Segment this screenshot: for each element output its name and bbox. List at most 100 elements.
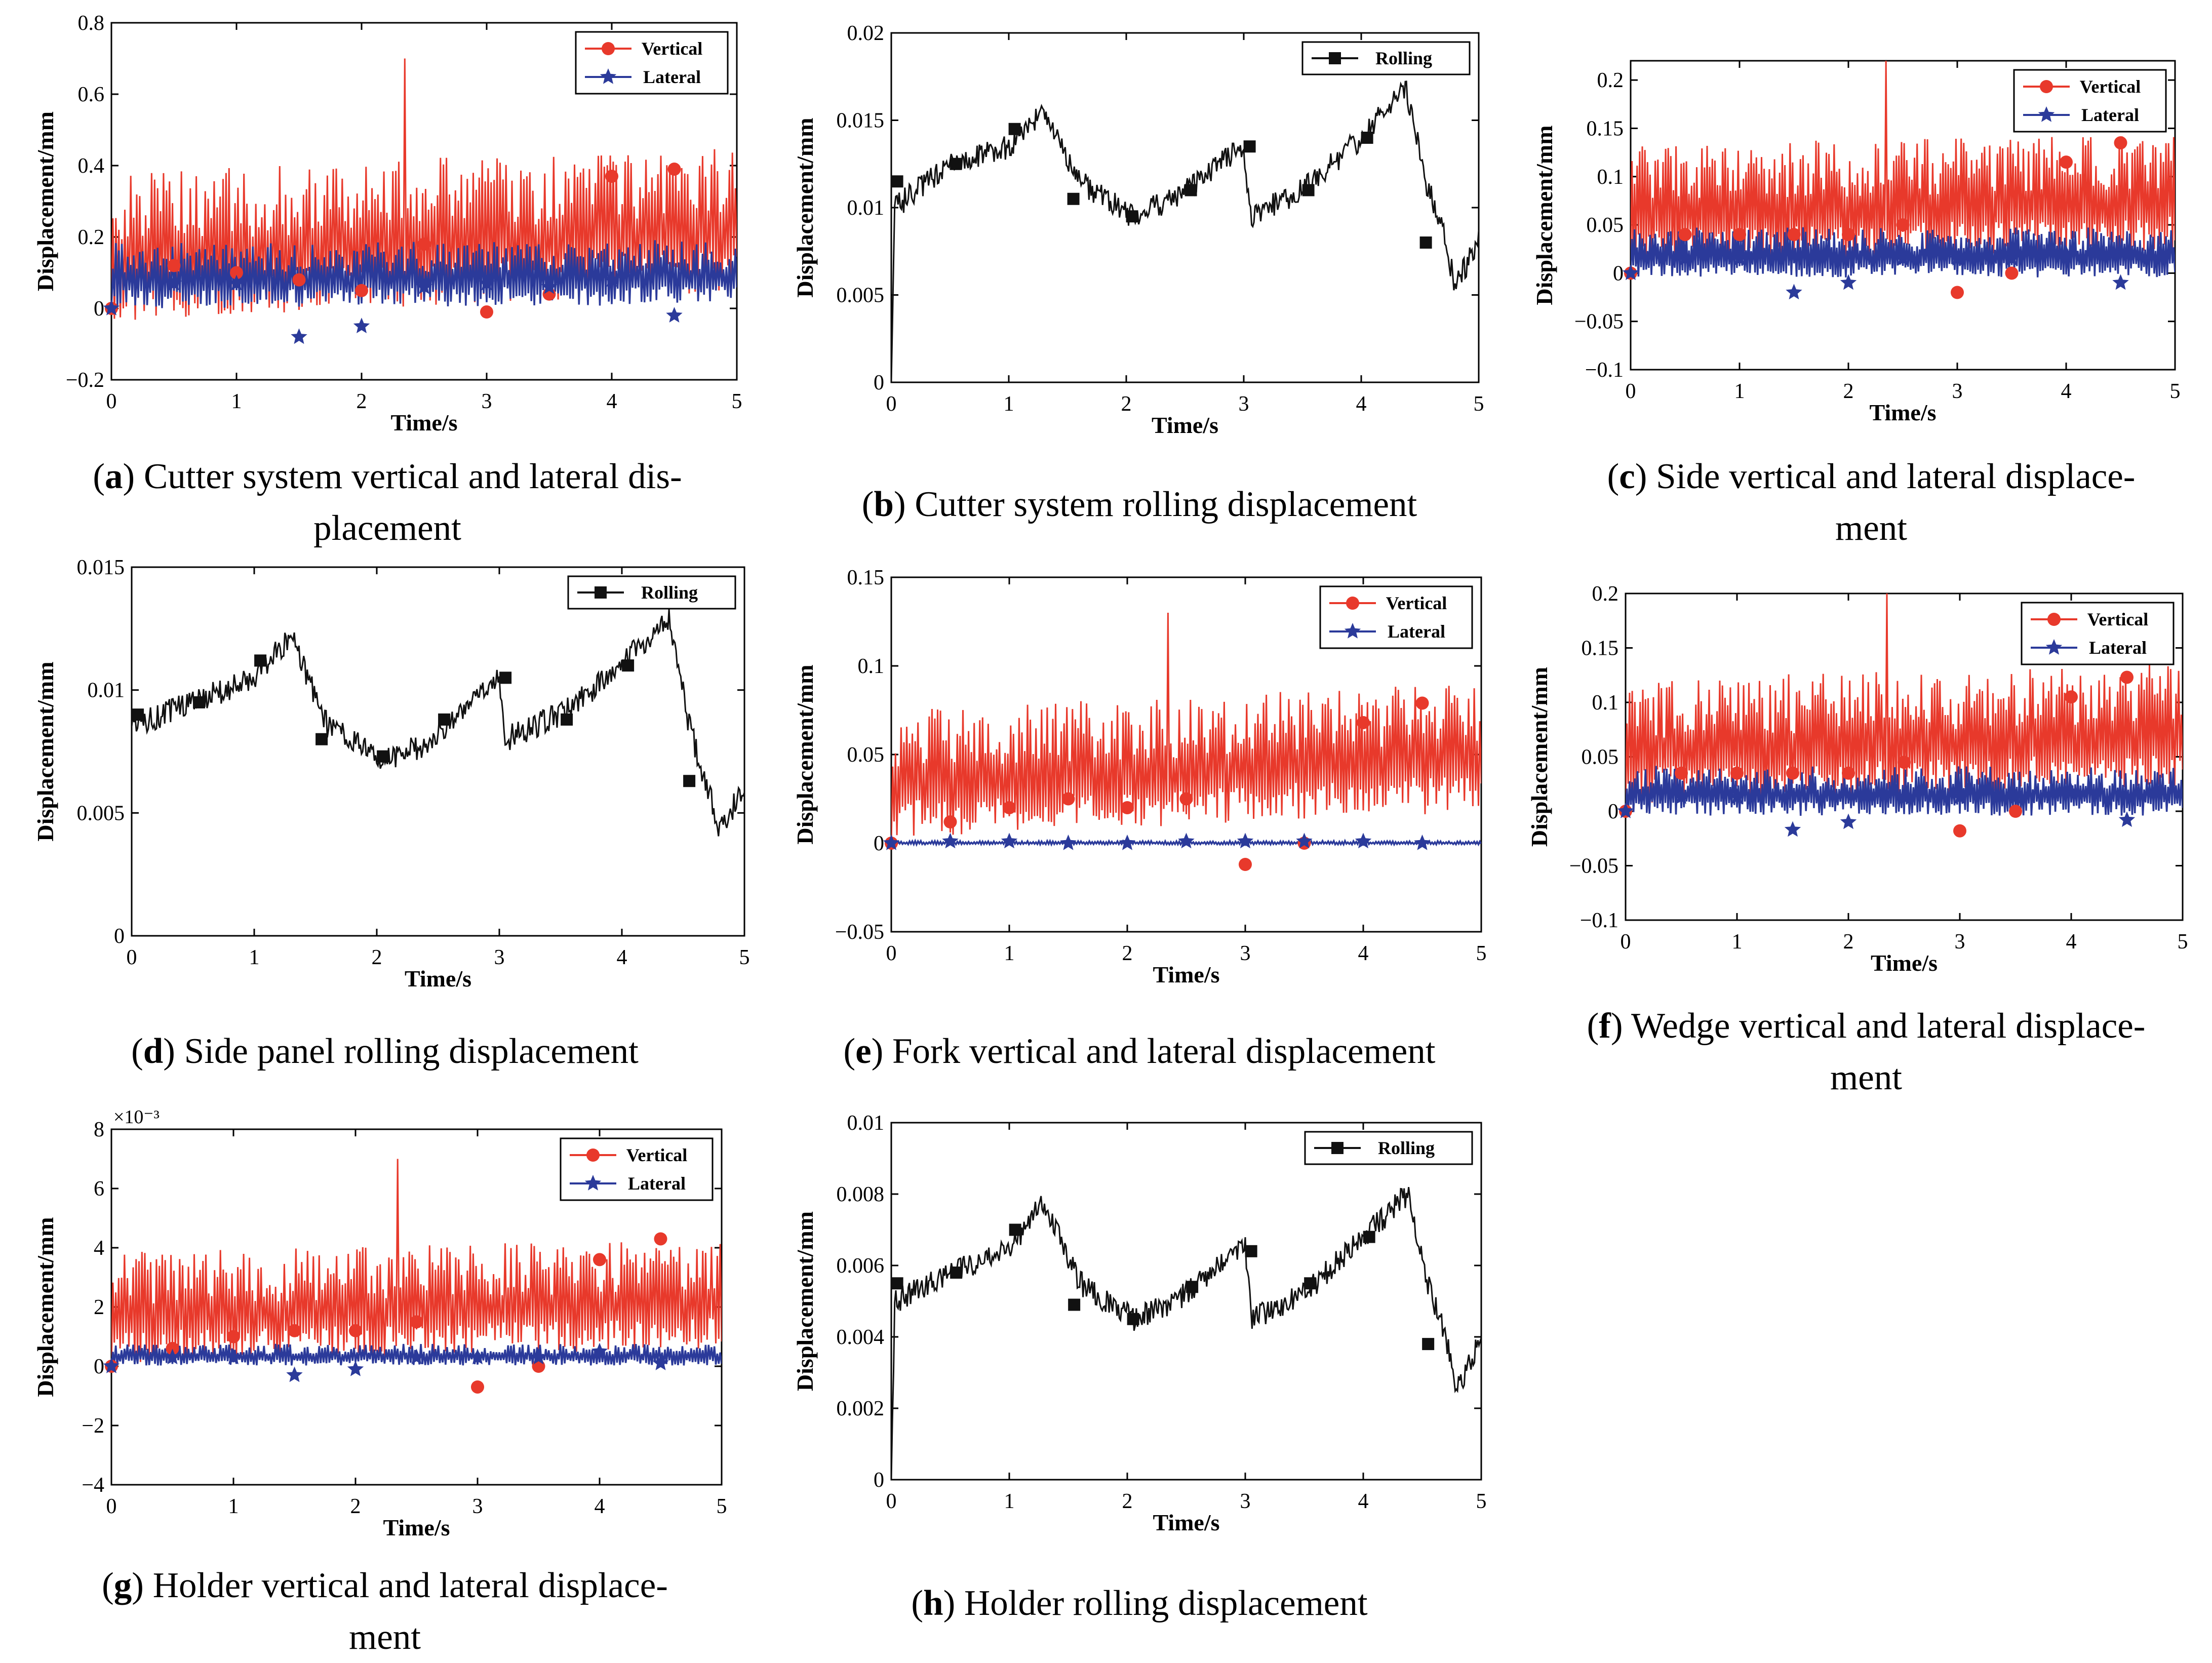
series-marker-vertical	[1733, 228, 1746, 242]
y-tick-label: 0.005	[837, 284, 885, 307]
y-tick-label: 0.1	[1592, 691, 1619, 715]
chart-c: 0 1 2 3 4 5 −0.1 −0.05 0 0.05 0.1 0.15 0.2 Time/s Disp…	[1531, 60, 2181, 425]
series-marker-rolling	[891, 175, 903, 188]
series-marker-lateral	[416, 278, 432, 294]
series-marker-lateral	[1894, 250, 1911, 266]
x-tick-label: 0	[886, 1490, 897, 1513]
series-marker-vertical	[2065, 690, 2078, 704]
series-marker-lateral	[1784, 821, 1801, 837]
y-axis-label: Displacement/mm	[792, 1211, 818, 1391]
chart-e: 0 1 2 3 4 5−0.0500.050.10.15Time/sDisplacemen…	[792, 566, 1487, 987]
caption-f: (f) Wedge vertical and lateral displace-…	[1587, 1006, 2146, 1097]
series-marker-rolling	[622, 659, 635, 672]
series-marker-vertical	[1357, 716, 1370, 729]
data-layer	[111, 58, 737, 320]
series-marker-lateral	[347, 1360, 364, 1376]
legend-marker-lateral	[600, 68, 617, 84]
legend-box	[575, 31, 729, 95]
y-tick-label: 0	[94, 1355, 104, 1378]
series-marker-lateral	[408, 1349, 425, 1365]
y-tick-label: 0.006	[837, 1254, 885, 1278]
series-marker-lateral	[478, 274, 495, 291]
series-marker-vertical	[167, 259, 181, 272]
series-marker-vertical	[1121, 801, 1134, 814]
y-tick-label: 0.004	[837, 1326, 885, 1349]
y-tick-label: −0.05	[1574, 310, 1624, 334]
x-tick-label: 2	[1121, 392, 1132, 416]
caption-a-text2: placement	[313, 508, 461, 548]
x-tick-label: 1	[231, 390, 242, 413]
x-tick-label: 3	[482, 390, 492, 413]
legend-marker-vertical	[2047, 613, 2061, 626]
caption-c-label: c	[1619, 457, 1635, 496]
y-tick-label: 0.015	[77, 556, 125, 579]
x-tick-label: 4	[595, 1495, 605, 1518]
series-marker-lateral	[2003, 250, 2020, 266]
legend-marker-vertical	[586, 1149, 600, 1162]
x-tick-label: 4	[617, 946, 627, 969]
panel-g: 0 1 2 3 4 5 −4 −2 0 2 4 6 8 Time/s Displacement/mm ×10⁻…	[20, 1104, 749, 1550]
y-tick-label: 0	[1613, 262, 1624, 285]
series-marker-vertical	[1179, 792, 1193, 806]
series-marker-lateral	[541, 278, 558, 294]
series-marker-lateral	[2058, 245, 2075, 261]
series-marker-vertical	[605, 170, 618, 183]
x-tick-label: 1	[1004, 392, 1014, 416]
legend-box	[2021, 602, 2175, 665]
series-marker-vertical	[943, 815, 957, 828]
y-axis-label: Displacement/mm	[792, 664, 818, 844]
series-marker-lateral	[1355, 833, 1372, 849]
series-marker-vertical	[1003, 801, 1016, 814]
series-marker-rolling	[891, 1277, 903, 1290]
x-tick-label: 0	[106, 390, 117, 413]
series-marker-vertical	[1675, 766, 1688, 780]
series-marker-vertical	[1678, 228, 1692, 242]
series-marker-vertical	[2060, 155, 2073, 169]
x-tick-label: 0	[886, 942, 897, 965]
series-line-lateral	[1631, 227, 2175, 278]
caption-g-text2: ment	[349, 1617, 421, 1657]
series-marker-rolling	[1243, 140, 1256, 153]
series-marker-vertical	[2120, 670, 2134, 684]
series-marker-rolling	[1009, 1223, 1021, 1236]
legend-box	[1319, 585, 1473, 649]
x-tick-label: 4	[2066, 930, 2077, 954]
series-marker-vertical	[1786, 766, 1799, 780]
series-marker-lateral	[1060, 835, 1077, 850]
x-tick-label: 2	[350, 1495, 361, 1518]
y-tick-label: 6	[94, 1177, 104, 1201]
y-tick-label: 0.2	[1597, 69, 1624, 92]
series-marker-lateral	[530, 1349, 547, 1365]
y-tick-label: 0.01	[847, 196, 885, 220]
x-axis-label: Time/s	[1153, 1510, 1219, 1535]
panel-b: 0 1 2 3 4 5 0 0.005 0.01 0.015 0.02 Time/s Displacem…	[770, 0, 1509, 456]
x-axis-label: Time/s	[1153, 962, 1219, 987]
caption-e-label: e	[855, 1032, 872, 1071]
y-tick-label: 0.005	[77, 802, 125, 825]
x-tick-label: 4	[1356, 392, 1367, 416]
y-axis-label: Displacement/mm	[32, 661, 58, 841]
x-tick-label: 0	[127, 946, 137, 969]
series-marker-lateral	[1895, 788, 1913, 804]
y-tick-label: 0	[874, 371, 884, 394]
panel-h: 0 1 2 3 4 5 0 0.002 0.004 0.006 0.008 0.01 Time/s Dis…	[770, 1104, 1509, 1550]
legend-box	[560, 1137, 714, 1201]
caption-a: (a) Cutter system vertical and lateral d…	[93, 457, 682, 548]
series-marker-lateral	[1949, 250, 1966, 266]
series-line-lateral	[1626, 766, 2183, 816]
legend-marker-rolling	[1329, 52, 1341, 64]
x-tick-label: 0	[106, 1495, 117, 1518]
caption-c: (c) Side vertical and lateral displace- …	[1607, 457, 2136, 548]
x-tick-label: 1	[1004, 942, 1015, 965]
series-marker-lateral	[2007, 788, 2024, 804]
series-line-lateral	[111, 240, 737, 309]
plot-frame	[890, 32, 1480, 383]
x-tick-label: 5	[732, 390, 742, 413]
y-tick-label: 0	[874, 832, 884, 855]
series-marker-vertical	[292, 273, 306, 287]
chart-a: 0 1 2 3 4 5−0.200.20.40.60.8Time/sDisplacemen…	[32, 12, 742, 435]
y-tick-label: 4	[94, 1237, 104, 1260]
series-marker-vertical	[667, 163, 681, 176]
y-tick-label: 2	[94, 1296, 104, 1319]
x-axis-label: Time/s	[405, 966, 471, 992]
